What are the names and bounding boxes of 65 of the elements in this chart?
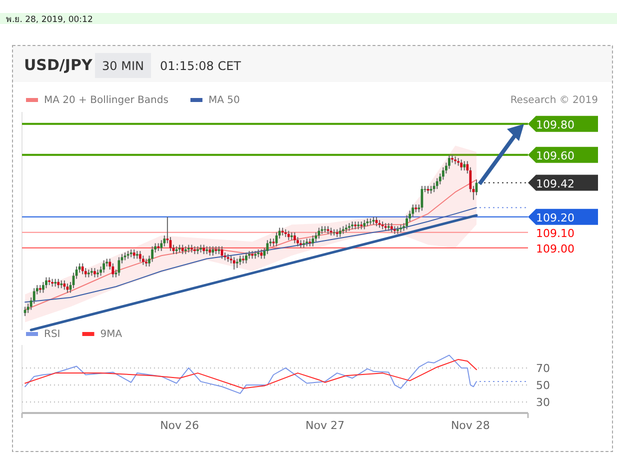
candlestick: [102, 260, 106, 274]
ref-line-label: 109.60: [536, 149, 574, 162]
candlestick: [432, 182, 436, 193]
ref-line-label: 109.10: [536, 226, 574, 240]
candlestick: [81, 262, 84, 275]
legend-label: MA 20 + Bollinger Bands: [44, 95, 168, 106]
candlestick: [112, 262, 114, 278]
candlestick: [151, 246, 154, 262]
chart-title: USD/JPY: [24, 56, 94, 74]
candlestick: [212, 246, 214, 256]
candlestick: [232, 256, 236, 270]
candlestick: [42, 281, 44, 294]
candlestick: [208, 246, 212, 256]
ref-line-label: 109.42: [536, 177, 574, 190]
candlestick: [66, 283, 69, 294]
candlestick: [260, 248, 263, 260]
candlestick: [202, 244, 205, 255]
candlestick: [160, 240, 163, 252]
candlestick: [312, 234, 314, 247]
candlestick: [314, 232, 318, 242]
ref-line-label: 109.00: [536, 242, 574, 256]
candlestick: [84, 268, 87, 278]
candlestick: [296, 236, 299, 247]
ref-line-label: 109.80: [536, 118, 574, 132]
y-tick-label: 30: [536, 396, 550, 409]
line-series: [24, 358, 477, 389]
candlestick: [245, 252, 248, 264]
candlestick: [338, 227, 342, 238]
legend-label: RSI: [44, 329, 60, 340]
candlestick: [448, 154, 450, 170]
text: Research © 2019: [510, 95, 598, 106]
candlestick: [63, 280, 66, 290]
candlestick: [45, 276, 48, 289]
legend-label: 9MA: [100, 329, 122, 340]
candlestick: [390, 222, 393, 233]
text: 30 MIN: [102, 59, 144, 73]
y-tick-label: 50: [536, 378, 550, 392]
candlestick: [132, 248, 136, 260]
text: พ.ย. 28, 2019, 00:12: [6, 15, 93, 25]
candlestick: [57, 278, 60, 289]
candlestick: [287, 230, 290, 241]
y-tick-label: 70: [536, 362, 550, 375]
candlestick: [406, 214, 408, 230]
candlestick: [266, 240, 269, 255]
x-tick-label: Nov 28: [450, 419, 490, 432]
candlestick: [236, 258, 238, 269]
candlestick: [94, 268, 96, 278]
candlestick: [442, 166, 444, 180]
x-tick-label: Nov 27: [306, 419, 344, 432]
candlestick: [238, 255, 242, 266]
candlestick: [463, 160, 466, 171]
candlestick: [436, 178, 438, 190]
candlestick: [363, 219, 366, 230]
candlestick: [142, 255, 144, 266]
candlestick: [460, 159, 463, 171]
ref-line-label: 109.20: [536, 211, 574, 224]
candlestick: [138, 250, 142, 262]
text: 01:15:08 CET: [160, 59, 242, 73]
legend-label: MA 50: [208, 95, 240, 106]
x-tick-label: Nov 26: [160, 419, 200, 432]
line-series: [24, 354, 477, 394]
candlestick: [293, 232, 296, 244]
candlestick: [412, 204, 414, 218]
candlestick: [318, 227, 320, 240]
candlestick: [181, 244, 184, 255]
